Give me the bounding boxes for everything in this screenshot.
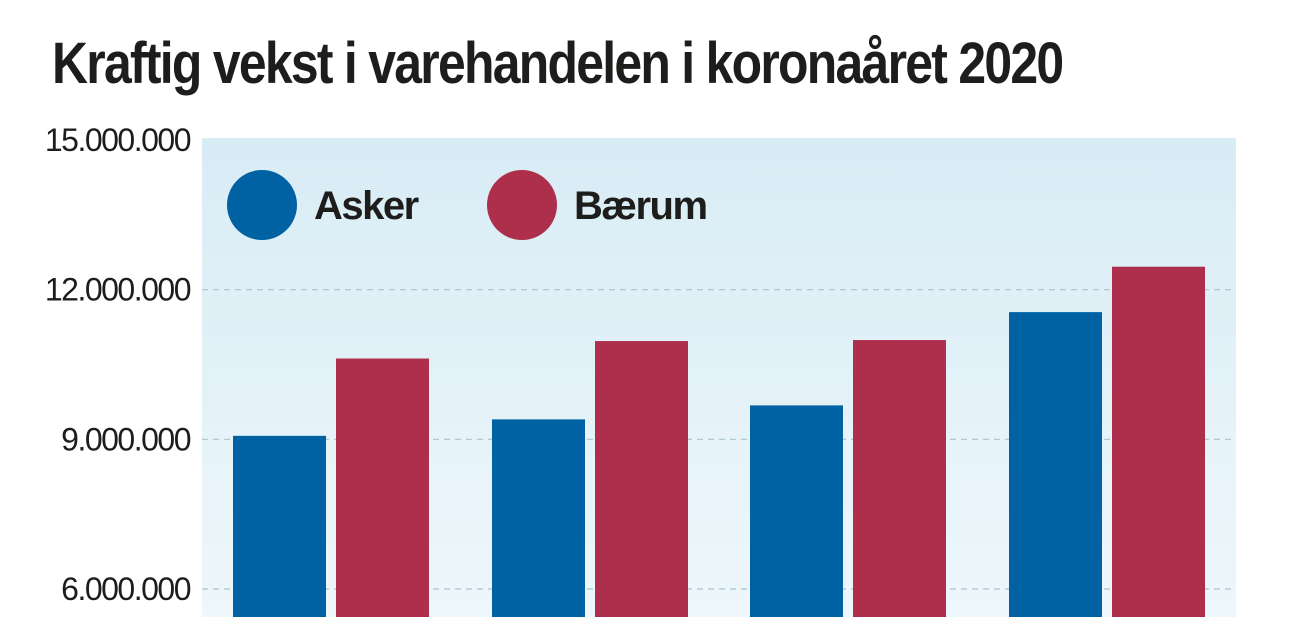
- y-tick-label: 15.000.000: [45, 122, 191, 158]
- y-tick-label: 6.000.000: [61, 571, 191, 607]
- bar-asker: [750, 405, 843, 617]
- legend-label: Asker: [314, 184, 419, 228]
- bar-baerum: [853, 340, 946, 617]
- bar-baerum: [1112, 266, 1205, 617]
- legend-swatch: [487, 170, 557, 240]
- legend-label: Bærum: [574, 184, 707, 228]
- legend-swatch: [227, 170, 297, 240]
- bar-baerum: [336, 358, 429, 617]
- y-tick-label: 12.000.000: [45, 272, 191, 308]
- chart-title: Kraftig vekst i varehandelen i koronaåre…: [52, 31, 1064, 96]
- bar-asker: [233, 435, 326, 617]
- y-tick-label: 9.000.000: [61, 421, 191, 457]
- bar-asker: [492, 419, 585, 617]
- bar-asker: [1009, 312, 1102, 617]
- bar-baerum: [595, 341, 688, 617]
